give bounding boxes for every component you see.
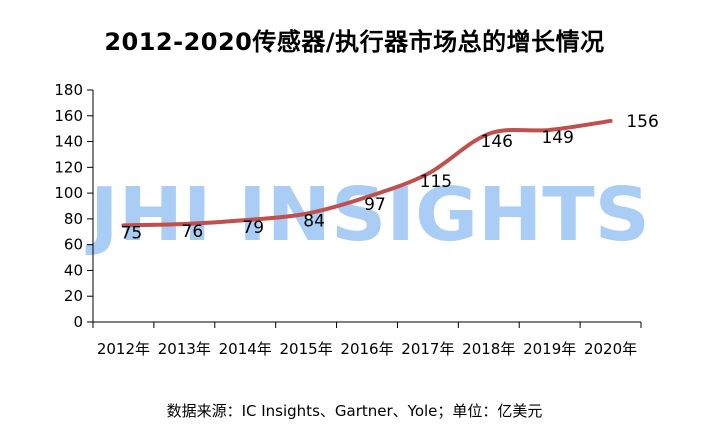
y-tick-label: 180 <box>54 81 83 99</box>
data-label: 156 <box>626 112 658 132</box>
x-tick-label: 2017年 <box>401 340 454 358</box>
x-tick-label: 2014年 <box>219 340 272 358</box>
y-tick-label: 60 <box>64 236 83 254</box>
y-tick-label: 0 <box>73 313 83 331</box>
y-tick-label: 120 <box>54 158 83 176</box>
data-label: 149 <box>541 128 573 148</box>
x-tick-label: 2020年 <box>584 340 637 358</box>
y-tick-label: 40 <box>64 261 83 279</box>
x-tick-label: 2013年 <box>158 340 211 358</box>
data-label: 79 <box>242 218 264 238</box>
data-labels: 75 76 79 84 97 115 146 149 156 <box>121 112 659 243</box>
y-tick-label: 80 <box>64 210 83 228</box>
source-note: 数据来源：IC Insights、Gartner、Yole；单位：亿美元 <box>166 402 543 420</box>
x-tick-label: 2018年 <box>462 340 515 358</box>
data-label: 97 <box>364 195 386 215</box>
series-line <box>121 118 613 228</box>
x-tick-label: 2019年 <box>523 340 576 358</box>
data-label: 84 <box>303 212 325 232</box>
data-label: 75 <box>121 223 143 243</box>
x-tick-label: 2016年 <box>340 340 393 358</box>
series-layer <box>121 118 613 228</box>
x-tick-label: 2012年 <box>97 340 150 358</box>
data-label: 76 <box>182 222 204 242</box>
axes: 0 20 40 60 80 100 120 140 160 180 2012年 2013年 2014年 2… <box>54 81 642 358</box>
y-tick-label: 20 <box>64 287 83 305</box>
data-label: 146 <box>481 132 513 152</box>
y-tick-label: 100 <box>54 184 83 202</box>
watermark: JHI INSIGHTS <box>85 172 650 258</box>
x-tick-label: 2015年 <box>280 340 333 358</box>
y-tick-label: 140 <box>54 133 83 151</box>
data-label: 115 <box>420 172 452 192</box>
y-tick-label: 160 <box>54 107 83 125</box>
chart-title: 2012-2020传感器/执行器市场总的增长情况 <box>104 28 605 56</box>
